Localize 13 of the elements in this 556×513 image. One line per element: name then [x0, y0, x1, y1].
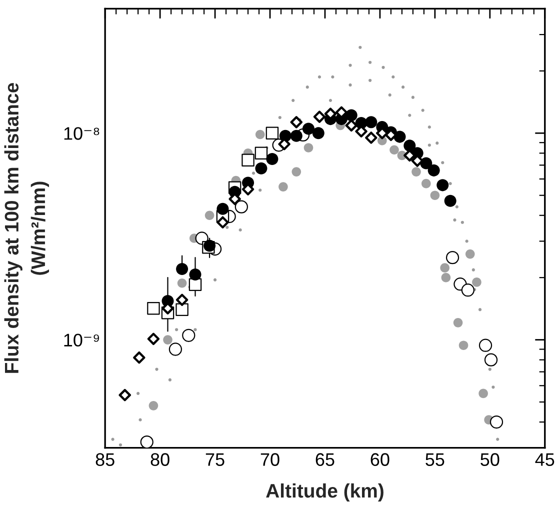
x-tick-label: 80: [150, 453, 170, 466]
y-axis-title: Flux density at 100 km distance (W/m²/nm): [4, 83, 49, 373]
x-tick-label: 65: [316, 453, 334, 466]
y-tick-label: 10⁻⁹: [64, 334, 99, 347]
x-tick-label: 55: [426, 453, 444, 466]
x-tick-label: 75: [206, 453, 224, 466]
x-tick-label: 45: [535, 453, 554, 466]
x-tick-label: 60: [370, 453, 390, 466]
y-tick-label: 10⁻⁸: [64, 127, 100, 140]
x-tick-label: 50: [480, 453, 500, 466]
x-axis-title: Altitude (km): [266, 483, 384, 502]
x-tick-label: 85: [96, 453, 114, 466]
x-tick-label: 70: [260, 453, 280, 466]
